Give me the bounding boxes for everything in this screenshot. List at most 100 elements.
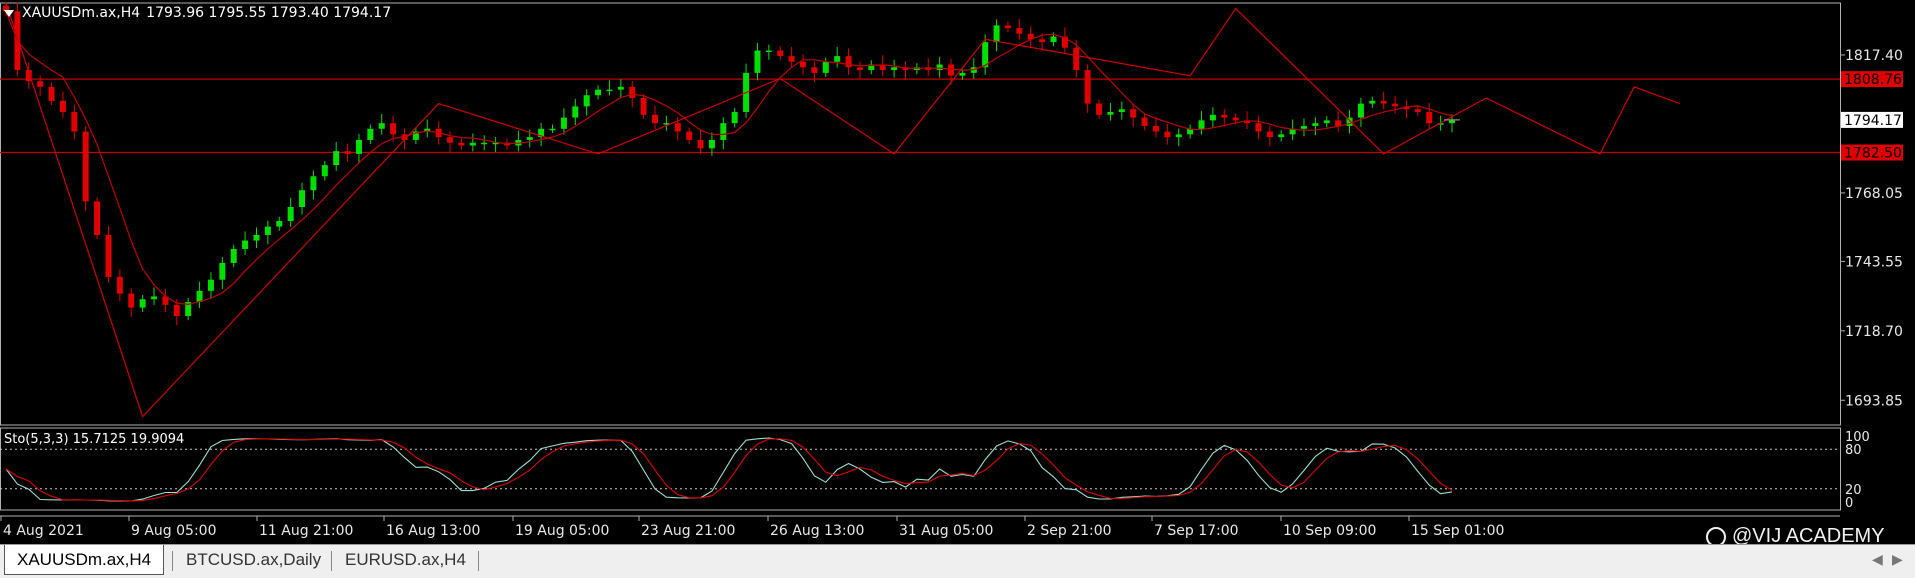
- bear-candle: [777, 50, 784, 57]
- bull-candle: [185, 302, 192, 317]
- bull-candle: [617, 86, 624, 90]
- bear-candle: [1073, 47, 1080, 71]
- price-tick-label: 1768.05: [1845, 186, 1903, 202]
- bear-candle: [173, 304, 180, 317]
- symbol-header: XAUUSDm.ax,H4 1793.96 1795.55 1793.40 17…: [4, 5, 391, 21]
- bear-candle: [1164, 131, 1171, 138]
- time-axis-label: 2 Sep 21:00: [1027, 523, 1112, 539]
- bull-candle: [333, 151, 340, 166]
- bear-candle: [105, 234, 112, 277]
- bear-candle: [800, 61, 807, 68]
- bull-candle: [754, 50, 761, 73]
- bear-candle: [37, 81, 44, 87]
- tab-btcusd[interactable]: BTCUSD.ax,Daily: [174, 545, 333, 575]
- bull-candle: [230, 248, 237, 263]
- bear-candle: [629, 86, 636, 99]
- bear-candle: [1266, 131, 1273, 138]
- collapse-triangle-icon[interactable]: [4, 9, 14, 17]
- bull-candle: [1187, 128, 1194, 135]
- stochastic-scale-label: 80: [1845, 443, 1862, 458]
- tab-scroll-right-icon[interactable]: ▶: [1892, 552, 1903, 568]
- resistance-price-label-box: [1841, 71, 1903, 88]
- moving-average-line: [5, 11, 1453, 306]
- bear-candle: [1335, 120, 1342, 126]
- current-price-label: 1794.17: [1844, 113, 1902, 129]
- bear-candle: [390, 123, 397, 135]
- bear-candle: [48, 86, 55, 101]
- time-axis-label: 9 Aug 05:00: [131, 523, 217, 539]
- tab-eurusd[interactable]: EURUSD.ax,H4: [333, 545, 478, 575]
- price-tick-label: 1693.85: [1845, 393, 1903, 409]
- time-axis-label: 11 Aug 21:00: [259, 523, 353, 539]
- bull-candle: [936, 64, 943, 71]
- bull-candle: [549, 128, 556, 131]
- bear-candle: [25, 70, 32, 82]
- bear-candle: [71, 111, 78, 132]
- tab-separator: [478, 551, 479, 571]
- bear-candle: [651, 114, 658, 124]
- bear-candle: [1084, 70, 1091, 104]
- stochastic-k-line: [5, 437, 1453, 502]
- stochastic-label: Sto(5,3,3) 15.7125 19.9094: [4, 432, 185, 447]
- watermark-text: @VIJ ACADEMY: [1732, 525, 1885, 547]
- time-axis-label: 19 Aug 05:00: [515, 523, 609, 539]
- bear-candle: [1061, 36, 1068, 48]
- tab-scroll-left-icon[interactable]: ◀: [1872, 552, 1883, 568]
- bull-candle: [1449, 120, 1455, 124]
- support-price-label: 1782.50: [1844, 146, 1902, 162]
- bull-candle: [321, 165, 328, 177]
- stochastic-scale-label: 20: [1845, 483, 1862, 498]
- bull-candle: [1209, 114, 1216, 121]
- bull-candle: [253, 234, 260, 241]
- bull-candle: [412, 131, 419, 140]
- time-axis-label: 4 Aug 2021: [3, 523, 84, 539]
- bull-candle: [367, 128, 374, 140]
- bear-candle: [344, 151, 351, 154]
- bull-candle: [1323, 120, 1330, 124]
- bear-candle: [3, 5, 9, 12]
- bear-candle: [1004, 25, 1011, 29]
- chart-tab-bar: XAUUSDm.ax,H4 BTCUSD.ax,Daily EURUSD.ax,…: [0, 544, 1915, 578]
- bull-candle: [765, 50, 772, 53]
- time-axis-label: 16 Aug 13:00: [386, 523, 480, 539]
- bull-candle: [708, 139, 715, 149]
- bull-candle: [526, 137, 533, 140]
- bull-candle: [492, 142, 499, 145]
- bull-candle: [299, 190, 306, 208]
- stochastic-d-line: [5, 438, 1453, 502]
- bull-candle: [1107, 111, 1114, 115]
- bear-candle: [1426, 111, 1433, 124]
- bull-candle: [481, 142, 488, 145]
- zigzag-indicator-line: [5, 2, 1680, 418]
- price-tick-label: 1718.70: [1845, 324, 1903, 340]
- current-price-label-box: [1841, 111, 1903, 128]
- bear-candle: [1027, 33, 1034, 40]
- support-price-label-box: [1841, 144, 1903, 161]
- bull-candle: [1437, 123, 1444, 125]
- bull-candle: [822, 61, 829, 73]
- bull-candle: [1312, 123, 1319, 126]
- time-axis-label: 23 Aug 21:00: [641, 523, 735, 539]
- bear-candle: [1414, 109, 1421, 112]
- bull-candle: [310, 176, 317, 191]
- bull-candle: [139, 299, 146, 308]
- bear-candle: [1380, 100, 1387, 104]
- bull-candle: [583, 95, 590, 107]
- bull-candle: [469, 142, 476, 146]
- bull-candle: [1357, 103, 1364, 118]
- bear-candle: [59, 100, 66, 112]
- bear-candle: [94, 201, 101, 235]
- bull-candle: [1118, 109, 1125, 112]
- bear-candle: [1096, 103, 1103, 115]
- tab-label: XAUUSDm.ax,H4: [17, 550, 152, 569]
- bear-candle: [1255, 123, 1262, 132]
- bull-candle: [355, 139, 362, 154]
- bull-candle: [834, 56, 841, 62]
- bear-candle: [162, 296, 169, 305]
- time-axis-label: 10 Sep 09:00: [1283, 523, 1376, 539]
- tab-xauusdm[interactable]: XAUUSDm.ax,H4: [4, 545, 165, 575]
- bull-candle: [891, 67, 898, 71]
- bull-candle: [1175, 134, 1182, 138]
